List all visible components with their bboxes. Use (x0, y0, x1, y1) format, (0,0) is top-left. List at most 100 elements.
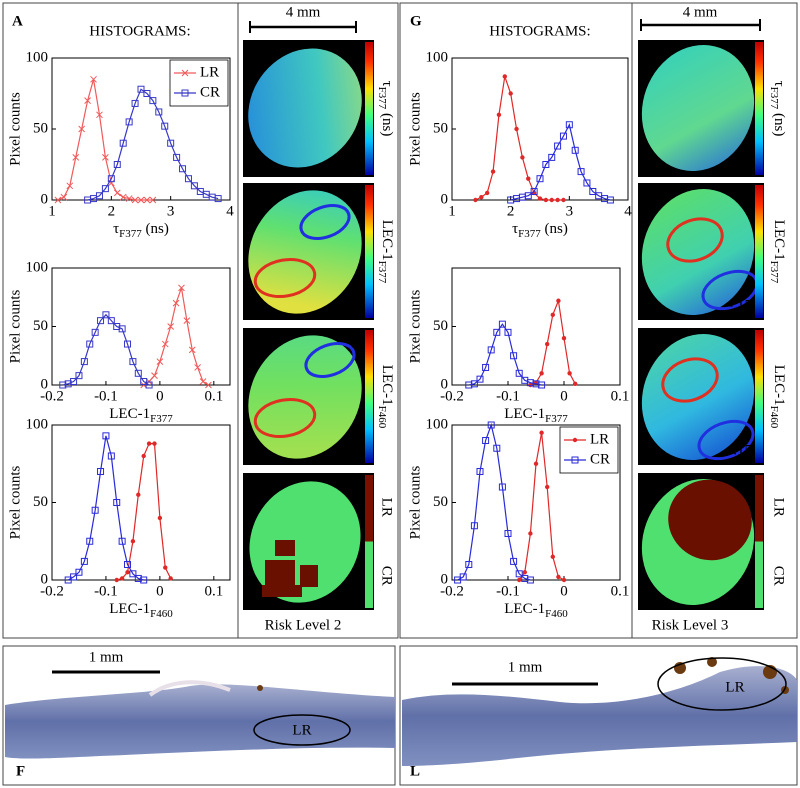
marker (102, 311, 110, 319)
label-sub: F377 (545, 413, 568, 425)
x-tick-label: 0 (156, 388, 164, 404)
colorbar-tick: 4 (355, 47, 363, 63)
y-tick-label: 50 (33, 318, 48, 334)
colorbar-tick: .1 (351, 190, 362, 206)
marker (125, 570, 130, 575)
marker (510, 557, 518, 565)
colorbar-label: LEC-1F377 (768, 220, 786, 284)
marker (137, 85, 145, 93)
panel-letter: E (255, 484, 265, 500)
marker (66, 182, 74, 190)
x-tick-label: 0.1 (611, 388, 630, 404)
tissue-fold (148, 680, 231, 697)
marker (143, 196, 151, 204)
marker (91, 328, 99, 336)
marker (496, 112, 502, 118)
marker (134, 574, 142, 582)
plot-frame (451, 267, 621, 386)
marker (554, 142, 562, 150)
marker (161, 122, 169, 130)
x-axis-label: τF377 (ns) (113, 221, 169, 239)
region-outline (657, 657, 787, 711)
marker (143, 90, 151, 97)
colorbar (755, 42, 763, 175)
region-outline (253, 714, 351, 746)
marker (504, 530, 512, 537)
marker (90, 75, 97, 83)
label-sub: F460 (150, 608, 173, 620)
marker (205, 381, 212, 389)
label-after: (ns) (142, 221, 169, 237)
tissue-image (641, 44, 755, 172)
colorbar-tick: .1 (741, 335, 752, 351)
marker (188, 346, 196, 354)
x-tick-label: 0 (560, 583, 568, 599)
label-main: τ (771, 81, 787, 87)
marker (130, 539, 136, 544)
marker (149, 97, 157, 105)
marker (530, 187, 538, 195)
marker (75, 568, 83, 576)
marker (131, 99, 139, 107)
x-tick-label: 0 (156, 583, 164, 599)
marker (179, 165, 187, 173)
x-tick-label: 0 (560, 388, 568, 404)
marker (78, 125, 86, 133)
marker (473, 197, 478, 203)
marker (156, 358, 164, 365)
panel-letter: J (650, 339, 658, 355)
marker (517, 577, 522, 583)
colorbar-class: LR (771, 498, 787, 517)
marker (539, 371, 544, 376)
label-sub: F377 (768, 87, 780, 110)
marker (167, 139, 175, 147)
label-main: τ (379, 81, 395, 87)
colorbar-tick: 1 (745, 154, 753, 170)
y-axis-label: Pixel counts (407, 92, 423, 166)
marker (482, 437, 490, 444)
frame (631, 2, 798, 639)
label-main: LEC-1 (504, 406, 545, 422)
marker (107, 317, 115, 325)
y-tick-label: 50 (433, 120, 448, 136)
marker (102, 432, 110, 440)
label-main: LEC-1 (771, 220, 787, 261)
colorbar-tick: -.15 (338, 442, 362, 458)
tissue (402, 666, 797, 766)
scale-bar-label: 4 mm (286, 4, 321, 20)
y-tick-label: 50 (33, 120, 48, 136)
panel-letter: F (16, 763, 25, 779)
roi-outline (253, 398, 317, 438)
marker (113, 499, 121, 506)
marker (95, 192, 103, 200)
marker (504, 328, 512, 336)
marker (113, 323, 121, 330)
label-sub: F460 (768, 406, 780, 429)
marker (155, 108, 163, 116)
histogram-title: HISTOGRAMS: (89, 23, 190, 39)
x-tick-label: -0.2 (440, 388, 464, 404)
marker (567, 371, 572, 376)
marker (526, 576, 534, 584)
marker (129, 570, 137, 578)
x-tick-label: 3 (167, 203, 175, 219)
marker (199, 378, 207, 385)
label-main: LEC-1 (109, 601, 150, 617)
risk-patch (262, 585, 302, 597)
colorbar-tick: -.15 (728, 297, 752, 313)
colorbar-class: CR (771, 566, 787, 586)
x-tick-label: 2 (108, 203, 116, 219)
label-sub: F377 (376, 261, 388, 284)
marker (559, 132, 567, 140)
colorbar-tick: .1 (351, 335, 362, 351)
marker (140, 576, 148, 584)
marker (465, 561, 473, 568)
marker (163, 565, 168, 570)
marker (194, 364, 201, 371)
x-tick-label: 0.1 (204, 583, 223, 599)
marker (183, 317, 191, 325)
colorbar-tick: .1 (741, 190, 752, 206)
marker (538, 381, 546, 389)
roi-outline (304, 342, 356, 378)
colorbar-tick: -.15 (338, 297, 362, 313)
